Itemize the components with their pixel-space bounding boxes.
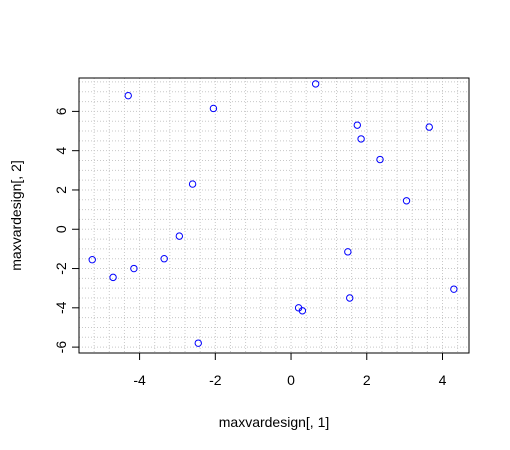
data-point xyxy=(188,180,197,188)
data-point xyxy=(109,273,117,282)
x-tick-label: -4 xyxy=(133,372,146,388)
y-tick-label: -4 xyxy=(53,301,69,314)
x-tick-label: 0 xyxy=(287,372,295,388)
data-point xyxy=(344,248,352,256)
data-point xyxy=(194,339,202,347)
data-point xyxy=(175,232,184,240)
data-point xyxy=(209,104,218,113)
data-point xyxy=(124,91,132,100)
y-tick-label: 4 xyxy=(53,147,69,155)
y-tick-label: -2 xyxy=(53,262,69,275)
x-axis: -4 -2 0 2 4 xyxy=(133,353,447,388)
data-point xyxy=(357,135,365,143)
y-tick-label: 6 xyxy=(53,107,69,115)
y-tick-label: 2 xyxy=(53,186,69,194)
data-point xyxy=(130,264,138,273)
x-tick-label: 2 xyxy=(363,372,371,388)
data-point xyxy=(402,197,411,205)
data-point xyxy=(425,123,433,131)
data-point xyxy=(376,155,384,164)
grid-lines xyxy=(79,78,469,353)
data-point xyxy=(353,121,362,129)
data-point xyxy=(160,255,168,263)
x-tick-label: 4 xyxy=(439,372,447,388)
y-tick-label: 0 xyxy=(53,225,69,233)
data-points xyxy=(88,80,458,347)
plot-frame xyxy=(78,77,470,354)
data-point xyxy=(346,294,354,302)
x-tick-label: -2 xyxy=(209,372,222,388)
x-axis-title: maxvardesign[, 1] xyxy=(219,414,330,430)
data-point xyxy=(450,285,458,293)
data-point xyxy=(311,80,320,88)
data-point xyxy=(298,307,307,315)
y-axis: -6 -4 -2 0 2 4 6 xyxy=(53,107,79,353)
y-axis-title: maxvardesign[, 2] xyxy=(8,160,24,271)
y-tick-label: -6 xyxy=(53,341,69,354)
data-point xyxy=(88,255,96,264)
